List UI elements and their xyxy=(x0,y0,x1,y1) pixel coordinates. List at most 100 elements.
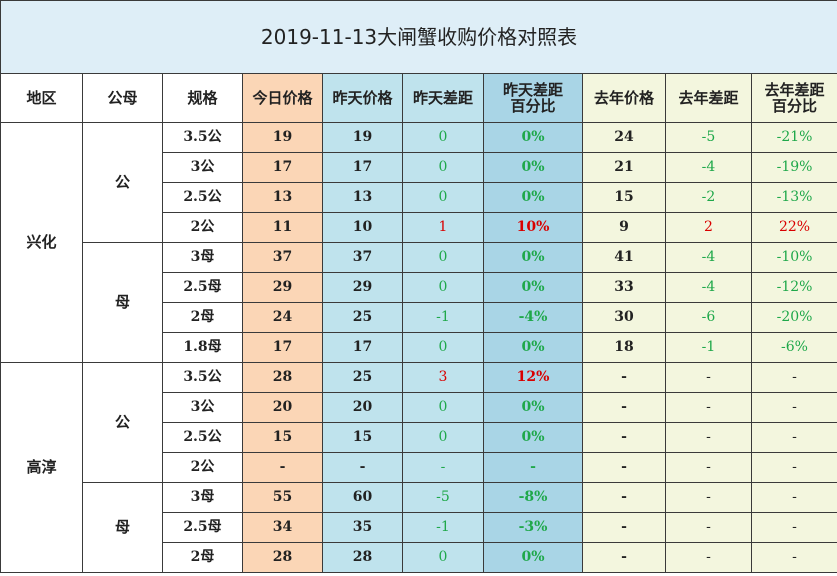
sex-female-xinghua: 母 xyxy=(82,242,163,363)
yesterday-diff-cell: 0 xyxy=(402,542,484,573)
table-row: 2母 24 25 -1 -4% 30 -6 -20% xyxy=(1,302,837,333)
today-price-cell: 34 xyxy=(242,512,323,543)
today-price-cell: 55 xyxy=(242,482,323,513)
spec-cell: 2母 xyxy=(162,302,243,333)
yesterday-diff-pct-cell: 0% xyxy=(483,242,583,273)
spec-cell: 3公 xyxy=(162,392,243,423)
yesterday-price-cell: 17 xyxy=(322,152,403,183)
today-price-cell: 29 xyxy=(242,272,323,303)
header-last-year-diff: 去年差距 xyxy=(665,73,752,123)
yesterday-diff-cell: 3 xyxy=(402,362,484,393)
last-year-price-cell: 30 xyxy=(582,302,666,333)
yesterday-price-cell: 10 xyxy=(322,212,403,243)
today-price-cell: 37 xyxy=(242,242,323,273)
last-year-price-cell: 24 xyxy=(582,122,666,153)
table-row: 高淳公 3.5公 28 25 3 12% - - - xyxy=(0,362,837,573)
last-year-price-cell: 18 xyxy=(582,332,666,363)
last-year-diff-pct-cell: -19% xyxy=(750,152,837,183)
last-year-diff-pct-cell: - xyxy=(750,512,837,543)
yesterday-diff-pct-cell: 0% xyxy=(483,422,583,453)
last-year-price-cell: 9 xyxy=(582,212,666,243)
region-xinghua: 兴化 xyxy=(0,122,83,363)
last-year-price-cell: - xyxy=(582,392,666,423)
last-year-diff-pct-cell: - xyxy=(750,392,837,423)
yesterday-diff-pct-cell: 0% xyxy=(483,392,583,423)
spec-cell: 2.5公 xyxy=(162,422,243,453)
header-today-price: 今日价格 xyxy=(242,73,323,123)
last-year-diff-pct-cell: 22% xyxy=(750,212,837,243)
last-year-diff-pct-cell: - xyxy=(750,452,837,483)
spec-cell: 2母 xyxy=(162,542,243,573)
last-year-diff-pct-cell: -20% xyxy=(750,302,837,333)
last-year-diff-cell: 2 xyxy=(665,212,752,243)
yesterday-price-cell: 19 xyxy=(322,122,403,153)
yesterday-price-cell: 13 xyxy=(322,182,403,213)
yesterday-diff-pct-cell: 0% xyxy=(483,332,583,363)
yesterday-diff-cell: 0 xyxy=(402,122,484,153)
table-row: 2母 28 28 0 0% - - - xyxy=(1,542,837,573)
last-year-diff-cell: -4 xyxy=(665,272,752,303)
last-year-diff-pct-cell: - xyxy=(750,482,837,513)
yesterday-price-cell: 17 xyxy=(322,332,403,363)
table-row: 2.5公 15 15 0 0% - - - xyxy=(1,422,837,453)
yesterday-price-cell: 37 xyxy=(322,242,403,273)
yesterday-diff-cell: 0 xyxy=(402,392,484,423)
spec-cell: 2.5母 xyxy=(162,272,243,303)
yesterday-price-cell: - xyxy=(322,452,403,483)
yesterday-diff-pct-cell: -8% xyxy=(483,482,583,513)
today-price-cell: 11 xyxy=(242,212,323,243)
header-last-year-diff-pct-line2: 百分比 xyxy=(772,97,818,115)
yesterday-diff-pct-cell: -4% xyxy=(483,302,583,333)
table-row: 3公 20 20 0 0% - - - xyxy=(1,392,837,423)
table-row: 兴化公 3.5公 19 19 0 0% 24 -5 -21% xyxy=(0,122,837,363)
table-title: 2019-11-13大闸蟹收购价格对照表 xyxy=(0,0,837,74)
today-price-cell: 28 xyxy=(242,362,323,393)
yesterday-diff-cell: 0 xyxy=(402,332,484,363)
yesterday-diff-pct-cell: 0% xyxy=(483,272,583,303)
last-year-diff-cell: -2 xyxy=(665,182,752,213)
last-year-diff-pct-cell: -21% xyxy=(750,122,837,153)
last-year-diff-cell: - xyxy=(665,392,752,423)
header-yesterday-diff-pct-line1: 昨天差距 xyxy=(502,80,563,99)
yesterday-price-cell: 25 xyxy=(322,362,403,393)
yesterday-price-cell: 35 xyxy=(322,512,403,543)
spec-cell: 3.5公 xyxy=(162,362,243,393)
last-year-diff-cell: - xyxy=(665,512,752,543)
yesterday-diff-pct-cell: 12% xyxy=(483,362,583,393)
today-price-cell: 13 xyxy=(242,182,323,213)
spec-cell: 3母 xyxy=(162,482,243,513)
table-row: 母 3母 55 60 -5 -8% - - - xyxy=(1,482,837,573)
today-price-cell: 17 xyxy=(242,332,323,363)
today-price-cell: 15 xyxy=(242,422,323,453)
yesterday-price-cell: 28 xyxy=(322,542,403,573)
header-last-year-diff-pct: 去年差距 百分比 xyxy=(750,73,837,123)
yesterday-diff-pct-cell: 10% xyxy=(483,212,583,243)
last-year-price-cell: - xyxy=(582,542,666,573)
yesterday-diff-pct-cell: 0% xyxy=(483,542,583,573)
today-price-cell: 19 xyxy=(242,122,323,153)
last-year-diff-pct-cell: -12% xyxy=(750,272,837,303)
spec-cell: 2.5母 xyxy=(162,512,243,543)
spec-cell: 3母 xyxy=(162,242,243,273)
last-year-diff-pct-cell: -6% xyxy=(750,332,837,363)
table-row: 母 3母 37 37 0 0% 41 -4 -10% xyxy=(1,242,837,363)
last-year-price-cell: 41 xyxy=(582,242,666,273)
table-row: 3公 17 17 0 0% 21 -4 -19% xyxy=(1,152,837,183)
table-row: 2公 - - - - - - - xyxy=(1,452,837,483)
table-row: 2.5母 34 35 -1 -3% - - - xyxy=(1,512,837,543)
last-year-diff-cell: - xyxy=(665,482,752,513)
last-year-diff-cell: -1 xyxy=(665,332,752,363)
sex-male-gaochun: 公 xyxy=(82,362,163,483)
today-price-cell: 20 xyxy=(242,392,323,423)
last-year-diff-pct-cell: -13% xyxy=(750,182,837,213)
sex-female-gaochun: 母 xyxy=(82,482,163,573)
last-year-diff-pct-cell: - xyxy=(750,422,837,453)
last-year-price-cell: - xyxy=(582,452,666,483)
last-year-price-cell: 21 xyxy=(582,152,666,183)
yesterday-price-cell: 15 xyxy=(322,422,403,453)
last-year-diff-pct-cell: - xyxy=(750,542,837,573)
last-year-price-cell: - xyxy=(582,362,666,393)
header-last-year-price: 去年价格 xyxy=(582,73,666,123)
spec-cell: 2.5公 xyxy=(162,182,243,213)
